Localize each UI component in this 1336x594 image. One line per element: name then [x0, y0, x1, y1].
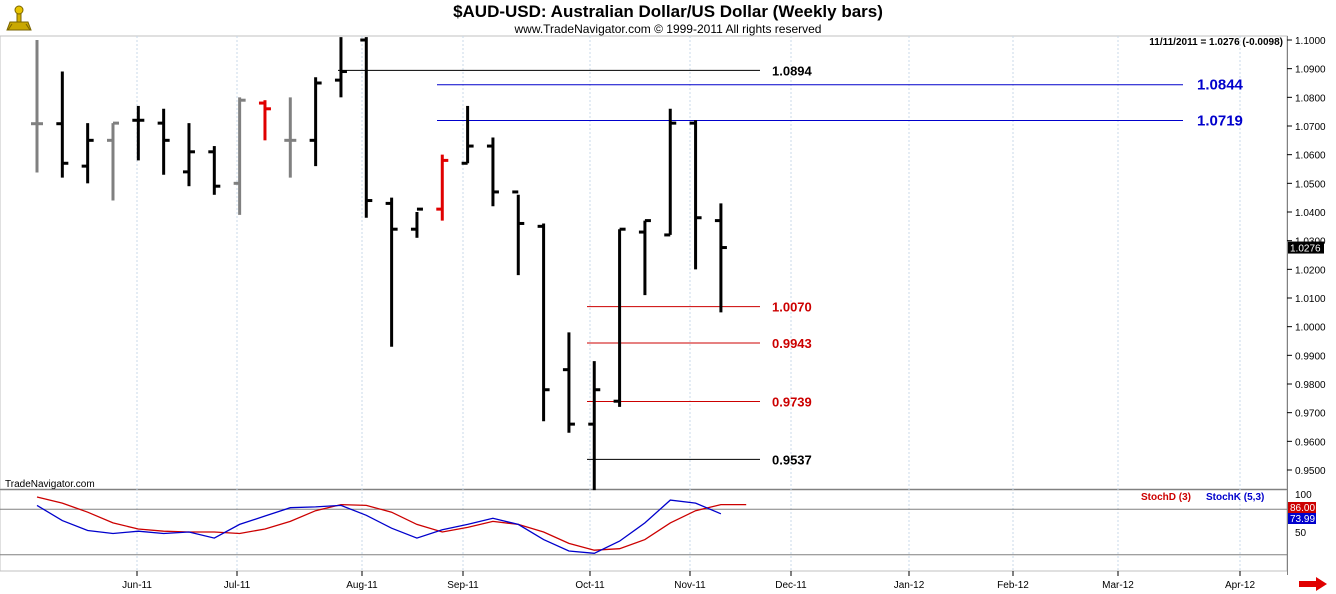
- last-price-label: 1.0276: [1290, 244, 1321, 255]
- ohlc-bar: [233, 97, 246, 215]
- x-tick-label: Nov-11: [674, 580, 706, 591]
- legend-stochd: StochD (3): [1141, 492, 1191, 503]
- ohlc-bar: [132, 105, 145, 161]
- stoch-value-box: [1288, 502, 1316, 513]
- y-tick-label: 0.9900: [1295, 351, 1326, 362]
- ohlc-bar: [436, 154, 449, 221]
- x-tick-label: Dec-11: [775, 580, 807, 591]
- trade-navigator-logo: [6, 5, 32, 31]
- y-tick-label: 1.0400: [1295, 208, 1326, 219]
- scroll-right-arrow-icon[interactable]: [1298, 577, 1328, 591]
- y-tick-label: 0.9700: [1295, 409, 1326, 420]
- ohlc-bar: [157, 108, 170, 175]
- level-label: 1.0070: [772, 300, 812, 315]
- x-tick-label: Jul-11: [224, 580, 251, 591]
- y-tick-label: 1.0600: [1295, 151, 1326, 162]
- x-tick-label: Aug-11: [346, 580, 378, 591]
- ohlc-bar: [56, 71, 69, 178]
- x-tick-label: Sep-11: [447, 580, 479, 591]
- ohlc-bar: [512, 190, 525, 276]
- chart-subtitle: www.TradeNavigator.com © 1999-2011 All r…: [514, 22, 822, 36]
- y-tick-label: 1.0500: [1295, 179, 1326, 190]
- chart-title: $AUD-USD: Australian Dollar/US Dollar (W…: [453, 2, 883, 21]
- level-label: 0.9537: [772, 452, 812, 467]
- y-tick-label: 1.1000: [1295, 36, 1326, 47]
- stoch-value-box: [1288, 513, 1316, 524]
- stoch-tick-label: 50: [1295, 528, 1307, 539]
- x-tick-label: Apr-12: [1225, 580, 1255, 591]
- level-label: 1.0844: [1197, 77, 1244, 94]
- time-axis: Jun-11 Jul-11 Aug-11 Sep-11 Oct-11 Nov-11 Dec-…: [122, 571, 1255, 591]
- ohlc-bar: [208, 146, 221, 195]
- fib-levels: 1.0894 1.0844 1.0719 1.0070 0.9943 0.9739 0.95…: [338, 63, 1244, 467]
- ohlc-bar: [562, 332, 575, 433]
- last-price-box: [1288, 241, 1324, 254]
- level-label: 0.9739: [772, 394, 812, 409]
- ohlc-bar: [334, 37, 347, 98]
- ohlc-bar: [537, 223, 550, 422]
- ohlc-bar: [31, 40, 43, 173]
- ohlc-bar: [182, 123, 195, 187]
- ohlc-bar: [714, 203, 727, 313]
- ohlc-bar: [689, 120, 702, 270]
- grid-lines: [136, 36, 1241, 571]
- stochk-line: [36, 499, 722, 554]
- ohlc-bar: [309, 77, 322, 167]
- stoch-tick-label: 100: [1295, 490, 1312, 501]
- x-tick-label: Jun-11: [122, 580, 152, 591]
- ohlc-bar: [461, 105, 474, 165]
- ohlc-bar: [664, 108, 677, 237]
- ohlc-bar: [588, 361, 601, 491]
- stoch-value-label: 73.99: [1290, 514, 1315, 525]
- stoch-value-label: 86.00: [1290, 503, 1315, 514]
- date-readout: 11/11/2011 = 1.0276 (-0.0098): [1149, 37, 1283, 48]
- ohlc-bar: [360, 37, 373, 218]
- ohlc-bar: [613, 227, 626, 407]
- level-label: 1.0894: [772, 63, 813, 78]
- y-tick-label: 1.0800: [1295, 93, 1326, 104]
- ohlc-bar: [258, 100, 271, 141]
- legend-stochk: StochK (5,3): [1206, 492, 1264, 503]
- x-tick-label: Mar-12: [1102, 580, 1134, 591]
- x-tick-label: Oct-11: [575, 580, 605, 591]
- y-tick-label: 0.9800: [1295, 380, 1326, 391]
- ohlc-bar: [81, 123, 94, 184]
- stoch-panel-frame: [0, 489, 1288, 572]
- ohlc-bar: [486, 137, 499, 207]
- x-tick-label: Feb-12: [997, 580, 1029, 591]
- price-axis: 1.1000 1.0900 1.0800 1.0700 1.0600 1.0500 1.04…: [1287, 36, 1326, 477]
- y-tick-label: 0.9600: [1295, 437, 1326, 448]
- y-tick-label: 1.0700: [1295, 122, 1326, 133]
- y-tick-label: 1.0000: [1295, 323, 1326, 334]
- y-tick-label: 1.0200: [1295, 265, 1326, 276]
- ohlc-bar: [106, 121, 119, 201]
- ohlc-bar: [284, 97, 297, 178]
- level-label: 1.0719: [1197, 113, 1243, 130]
- y-tick-label: 1.0900: [1295, 65, 1326, 76]
- level-label: 0.9943: [772, 336, 812, 351]
- ohlc-bar: [410, 207, 423, 238]
- stochd-line: [36, 496, 747, 551]
- ohlc-bar: [638, 219, 651, 296]
- price-bars: [31, 37, 727, 491]
- watermark-label: TradeNavigator.com: [5, 479, 95, 490]
- x-tick-label: Jan-12: [894, 580, 925, 591]
- y-tick-label: 0.9500: [1295, 466, 1326, 477]
- y-tick-label: 1.0100: [1295, 294, 1326, 305]
- ohlc-bar: [385, 197, 398, 347]
